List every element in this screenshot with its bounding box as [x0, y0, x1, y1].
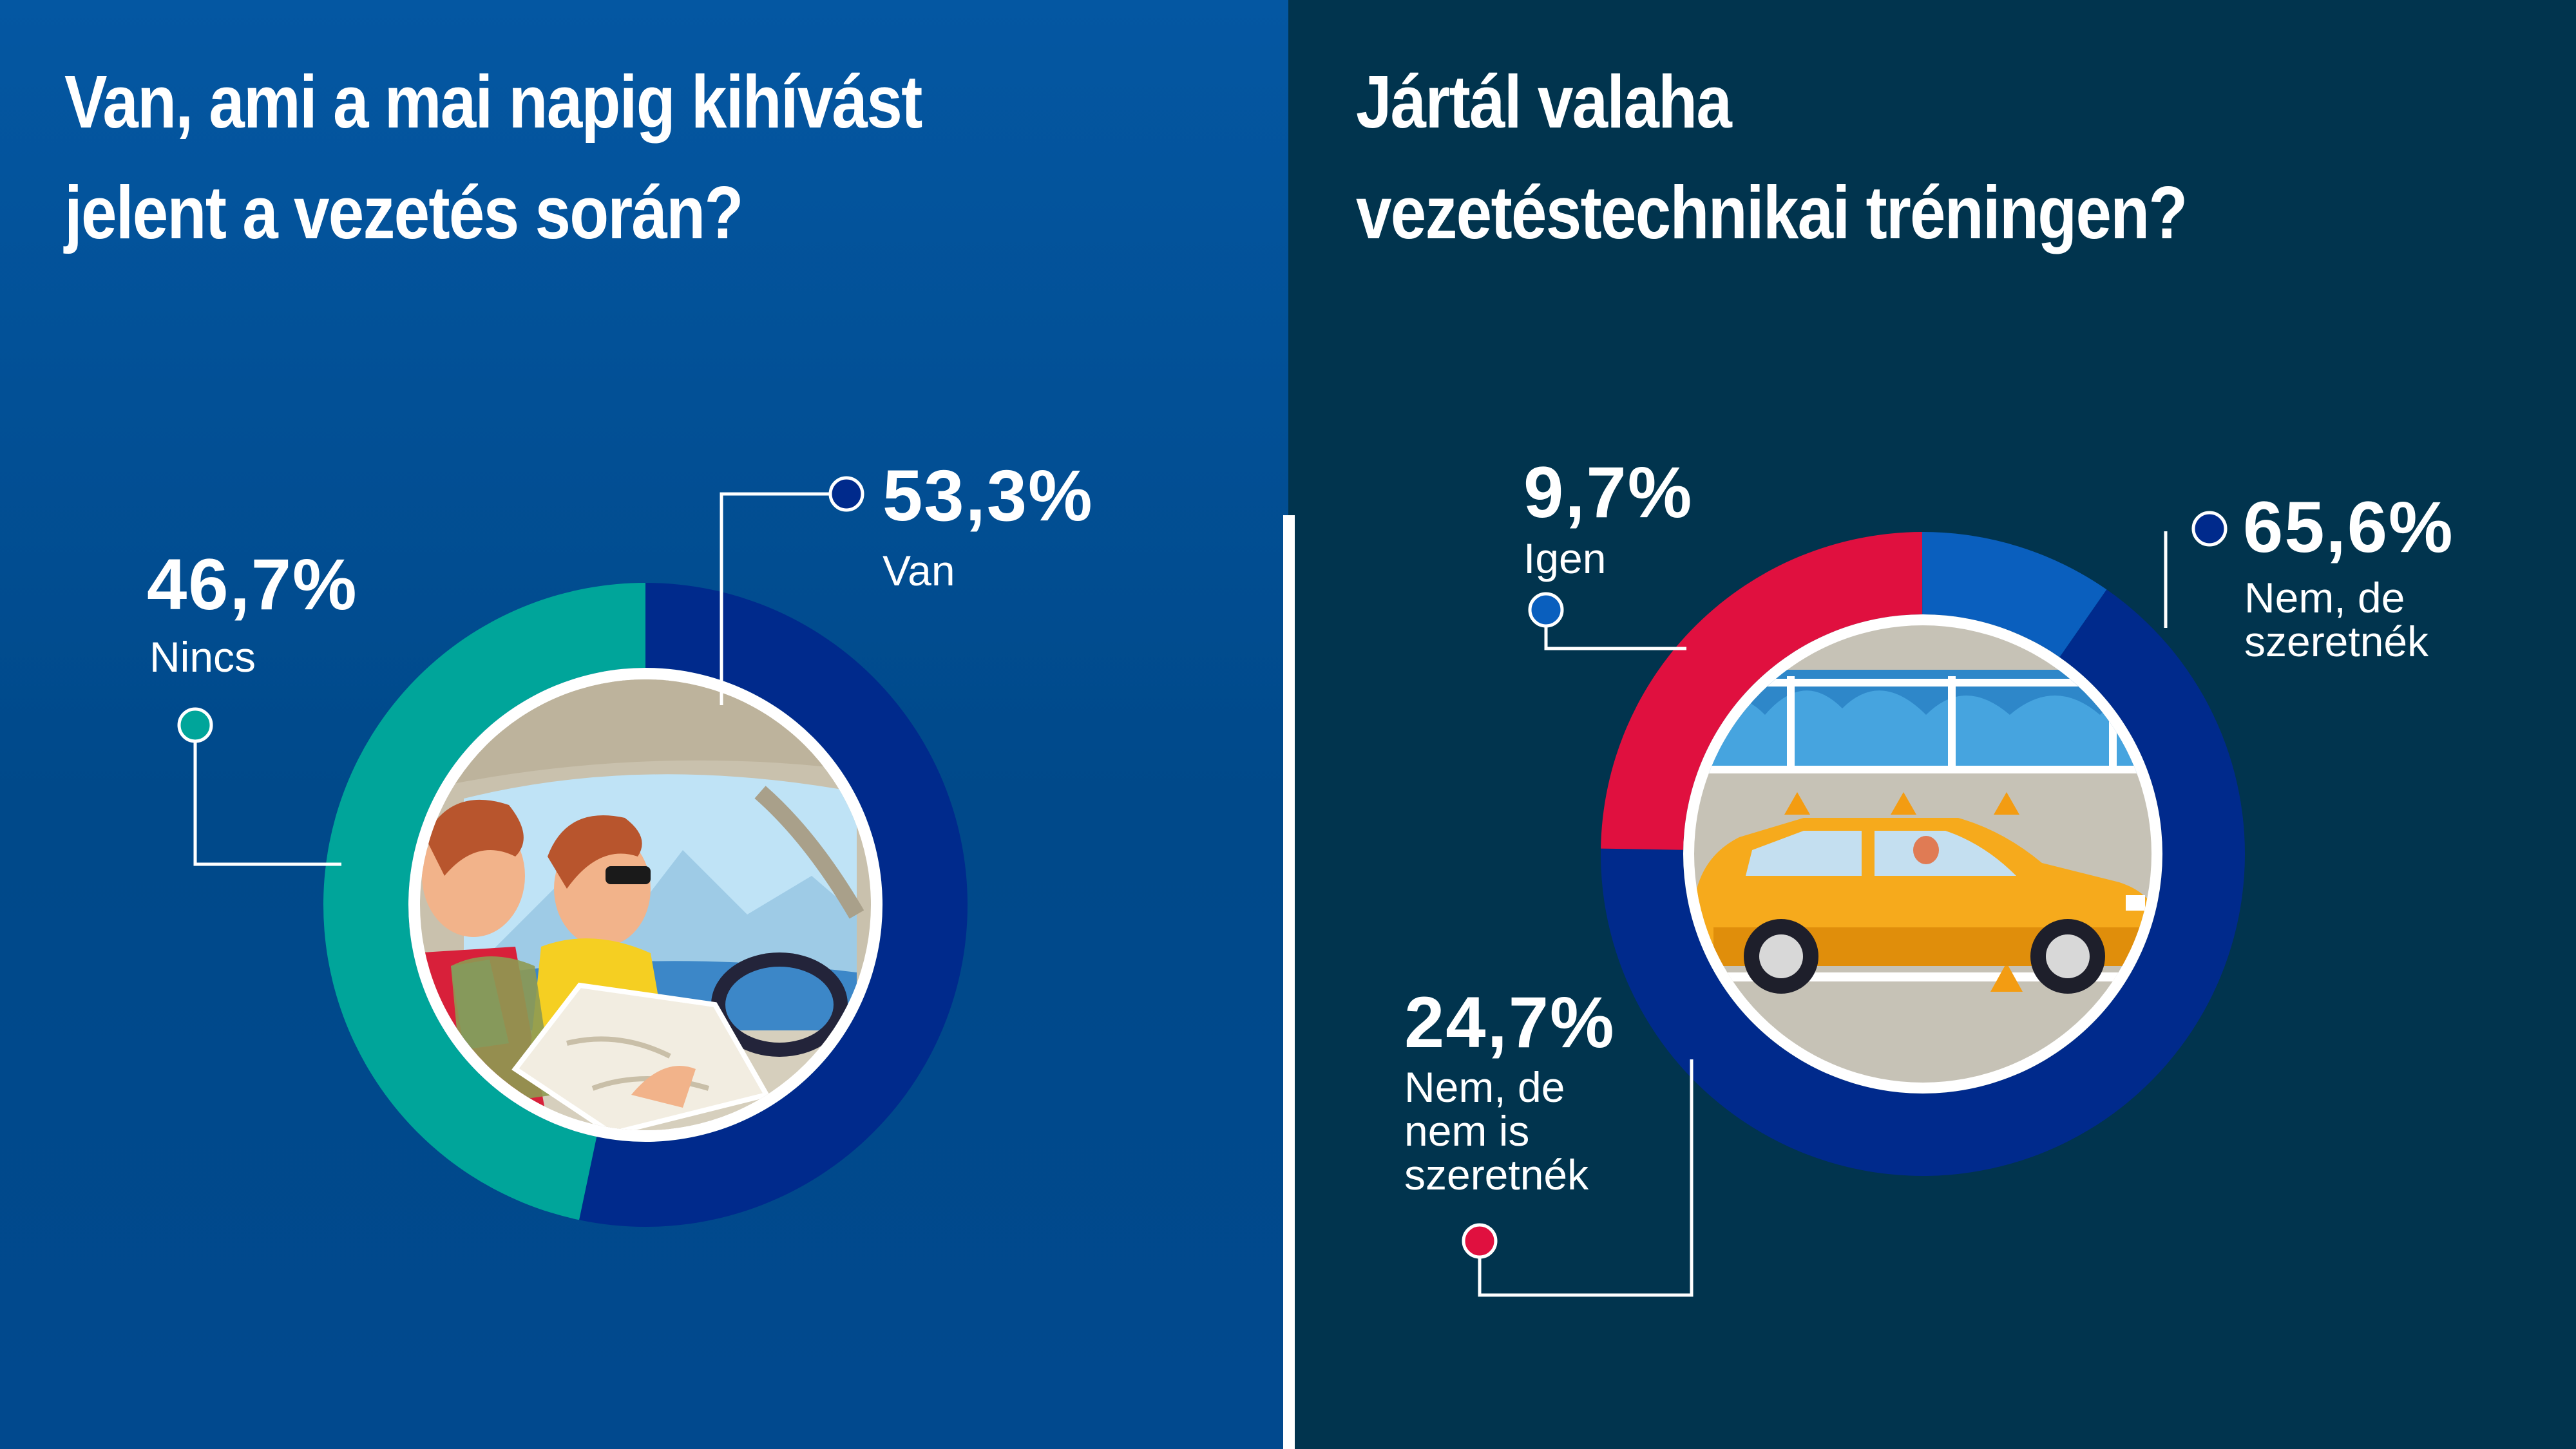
- left-leader-lines: [193, 492, 844, 866]
- slice-label-nem-de-nem-is-szeretnek: Nem, de nem is szeretnék: [1404, 1063, 1589, 1198]
- slice-value-nincs: 46,7%: [147, 544, 358, 625]
- left-chart-title: Van, ami a mai napig kihívást jelent a v…: [64, 60, 922, 254]
- panel-divider: [1283, 515, 1295, 1449]
- right-chart-title: Jártál valaha vezetéstechnikai tréningen…: [1356, 60, 2188, 254]
- marker-van: [828, 476, 864, 512]
- yellow-car-driving-training-course-illustration: [1694, 625, 2151, 1083]
- slice-value-nem-de-nem-is-szeretnek: 24,7%: [1404, 982, 1616, 1063]
- slice-label-nincs: Nincs: [149, 633, 256, 681]
- slice-label-van: Van: [883, 547, 955, 594]
- slice-value-igen: 9,7%: [1523, 452, 1693, 533]
- slice-label-nem-de-szeretnek: Nem, de szeretnék: [2244, 574, 2429, 665]
- slice-label-igen: Igen: [1523, 535, 1607, 582]
- marker-nem-de-szeretnek: [2191, 511, 2228, 547]
- marker-nincs: [177, 707, 213, 743]
- marker-igen: [1528, 592, 1564, 628]
- donut-slice-nem-de-nem-is-szeretnék: [1601, 532, 1923, 850]
- donut-slice-igen: [1922, 532, 2107, 658]
- marker-nem-de-nem-is-szeretnek: [1462, 1223, 1498, 1259]
- slice-value-van: 53,3%: [883, 455, 1094, 536]
- donut-slice-nincs: [323, 583, 645, 1220]
- donut-slice-van: [579, 583, 968, 1227]
- slice-value-nem-de-szeretnek: 65,6%: [2243, 487, 2454, 567]
